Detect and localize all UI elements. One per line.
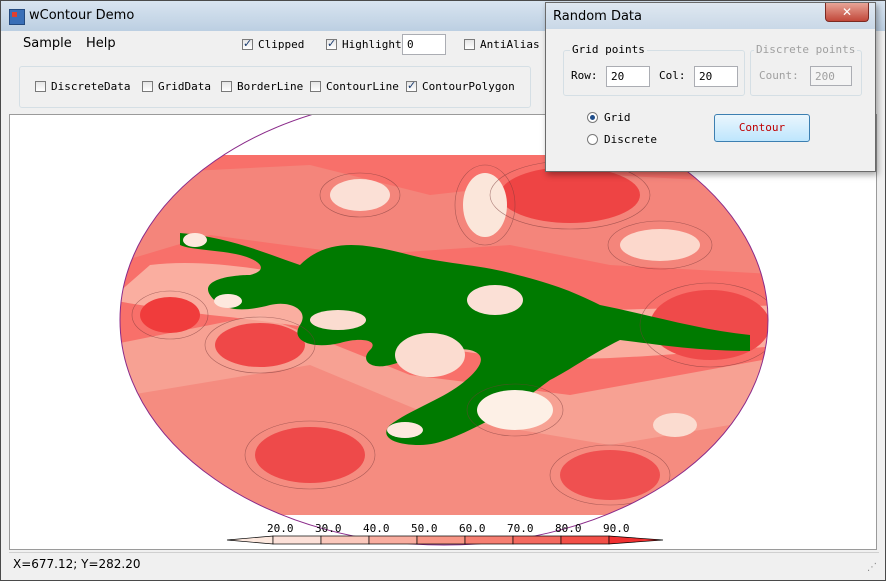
legend-tick: 90.0 <box>603 522 630 535</box>
dialog-title-bar: Random Data ✕ <box>546 3 875 29</box>
legend-tick: 80.0 <box>555 522 582 535</box>
antialias-check-icon <box>464 39 475 50</box>
grid-points-group <box>563 50 745 96</box>
discretedata-checkbox[interactable]: DiscreteData <box>35 80 130 93</box>
clipped-checkbox[interactable]: Clipped <box>242 37 305 51</box>
griddata-checkbox[interactable]: GridData <box>142 80 211 93</box>
legend-tick: 40.0 <box>363 522 390 535</box>
grid-radio-icon <box>587 112 598 123</box>
menu-help[interactable]: Help <box>86 36 116 51</box>
discrete-radio[interactable]: Discrete <box>587 133 657 146</box>
legend-tick: 60.0 <box>459 522 486 535</box>
contourline-label: ContourLine <box>326 80 399 93</box>
highlight-check-icon <box>326 37 337 50</box>
contourpolygon-label: ContourPolygon <box>422 80 515 93</box>
legend-tick: 30.0 <box>315 522 342 535</box>
grid-points-label: Grid points <box>570 43 647 56</box>
contourpolygon-checkbox[interactable]: ContourPolygon <box>406 79 515 93</box>
contourline-check-icon <box>310 81 321 92</box>
col-input[interactable]: 20 <box>694 66 738 87</box>
griddata-label: GridData <box>158 80 211 93</box>
borderline-label: BorderLine <box>237 80 304 93</box>
legend-tick: 70.0 <box>507 522 534 535</box>
count-input[interactable]: 200 <box>810 66 852 86</box>
dialog-close-button[interactable]: ✕ <box>825 3 869 22</box>
legend-tick: 20.0 <box>267 522 294 535</box>
resize-grip-icon[interactable]: ⋰ <box>867 562 877 573</box>
dialog-title: Random Data <box>553 9 642 24</box>
grid-radio-label: Grid <box>604 111 631 124</box>
discrete-radio-icon <box>587 134 598 145</box>
col-label: Col: <box>659 69 686 82</box>
discretedata-check-icon <box>35 81 46 92</box>
legend-bar <box>226 535 664 545</box>
discrete-radio-label: Discrete <box>604 133 657 146</box>
legend-tick: 50.0 <box>411 522 438 535</box>
antialias-checkbox[interactable]: AntiAlias <box>464 38 540 51</box>
window-title: wContour Demo <box>29 8 135 23</box>
grid-radio[interactable]: Grid <box>587 111 631 124</box>
status-coordinates: X=677.12; Y=282.20 <box>13 557 141 571</box>
borderline-check-icon <box>221 81 232 92</box>
discretedata-label: DiscreteData <box>51 80 131 93</box>
discrete-points-label: Discrete points <box>754 43 858 56</box>
color-legend: 20.0 30.0 40.0 50.0 60.0 70.0 80.0 90.0 <box>223 522 673 552</box>
contour-canvas[interactable] <box>9 94 877 550</box>
contour-button[interactable]: Contour <box>714 114 810 142</box>
row-input[interactable]: 20 <box>606 66 650 87</box>
menu-bar: Sample Help <box>9 31 879 57</box>
row-label: Row: <box>571 69 598 82</box>
contour-map <box>119 94 769 546</box>
status-bar: X=677.12; Y=282.20 ⋰ <box>9 552 879 575</box>
random-data-dialog: Random Data ✕ Grid points Row: 20 Col: 2… <box>545 2 876 172</box>
griddata-check-icon <box>142 81 153 92</box>
clipped-label: Clipped <box>258 38 305 51</box>
layer-group <box>19 66 531 108</box>
highlight-value-input[interactable]: 0 <box>402 34 446 55</box>
count-label: Count: <box>759 69 799 82</box>
highlight-label: Highlight <box>342 38 402 51</box>
antialias-label: AntiAlias <box>480 38 540 51</box>
borderline-checkbox[interactable]: BorderLine <box>221 80 303 93</box>
app-icon <box>9 9 25 25</box>
clipped-check-icon <box>242 37 253 50</box>
contourline-checkbox[interactable]: ContourLine <box>310 80 399 93</box>
menu-sample[interactable]: Sample <box>23 36 72 51</box>
highlight-checkbox[interactable]: Highlight <box>326 37 402 51</box>
contourpolygon-check-icon <box>406 79 417 92</box>
